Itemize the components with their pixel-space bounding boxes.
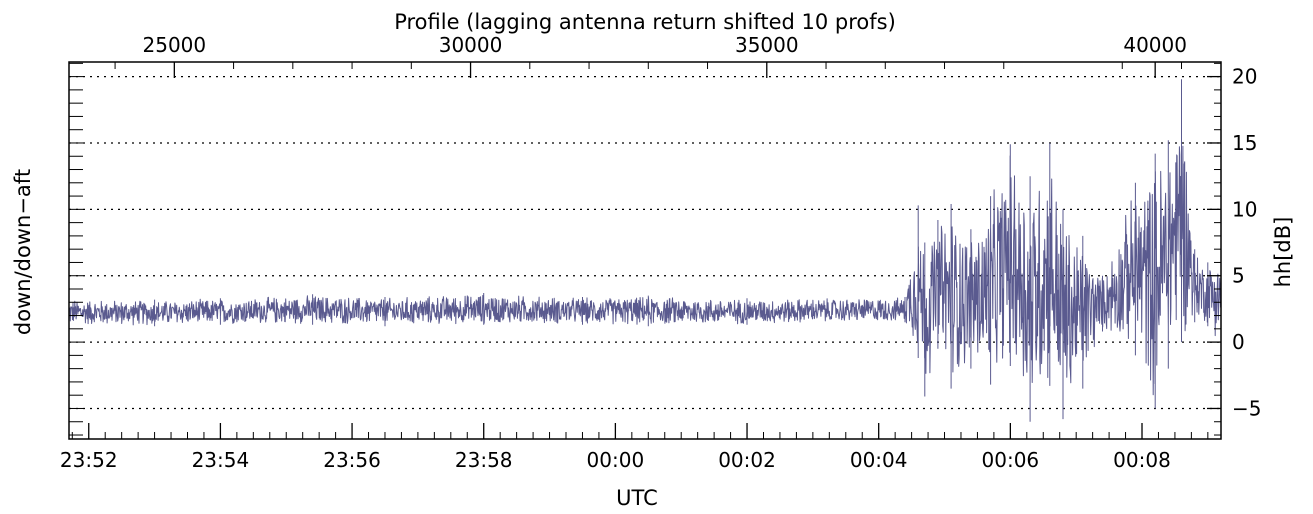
x-tick-label: 00:04 [850,448,908,472]
x-tick-label: 23:52 [60,448,118,472]
x-top-tick-label: 35000 [735,33,799,57]
series-group [68,79,1222,422]
y-tick-label: 5 [1232,264,1245,288]
x-top-tick-label: 40000 [1123,33,1187,57]
chart-title: Profile (lagging antenna return shifted … [394,10,896,34]
y-tick-label: −5 [1232,396,1261,420]
x-tick-label: 00:00 [587,448,645,472]
axis-ticks [69,62,1221,439]
x-tick-label: 00:08 [1113,448,1171,472]
series-line-0 [68,79,1222,422]
y-tick-label: 10 [1232,197,1257,221]
x-top-tick-label: 30000 [439,33,503,57]
x-tick-label: 00:06 [982,448,1040,472]
tick-labels: −5 0 5 10 15 20 23:52 23:54 23:56 23:58 00:00 00:02… [60,33,1262,472]
x-axis-label: UTC [616,486,658,510]
plot-frame [68,61,1222,440]
left-y-axis-label: down/down−aft [11,169,35,335]
right-y-axis-label: hh[dB] [1271,217,1295,288]
x-tick-label: 23:56 [323,448,381,472]
x-tick-label: 23:58 [455,448,513,472]
x-tick-label: 23:54 [192,448,250,472]
x-tick-label: 00:02 [718,448,776,472]
y-tick-label: 0 [1232,330,1245,354]
y-tick-label: 20 [1232,65,1257,89]
y-tick-label: 15 [1232,131,1257,155]
x-top-tick-label: 25000 [143,33,207,57]
